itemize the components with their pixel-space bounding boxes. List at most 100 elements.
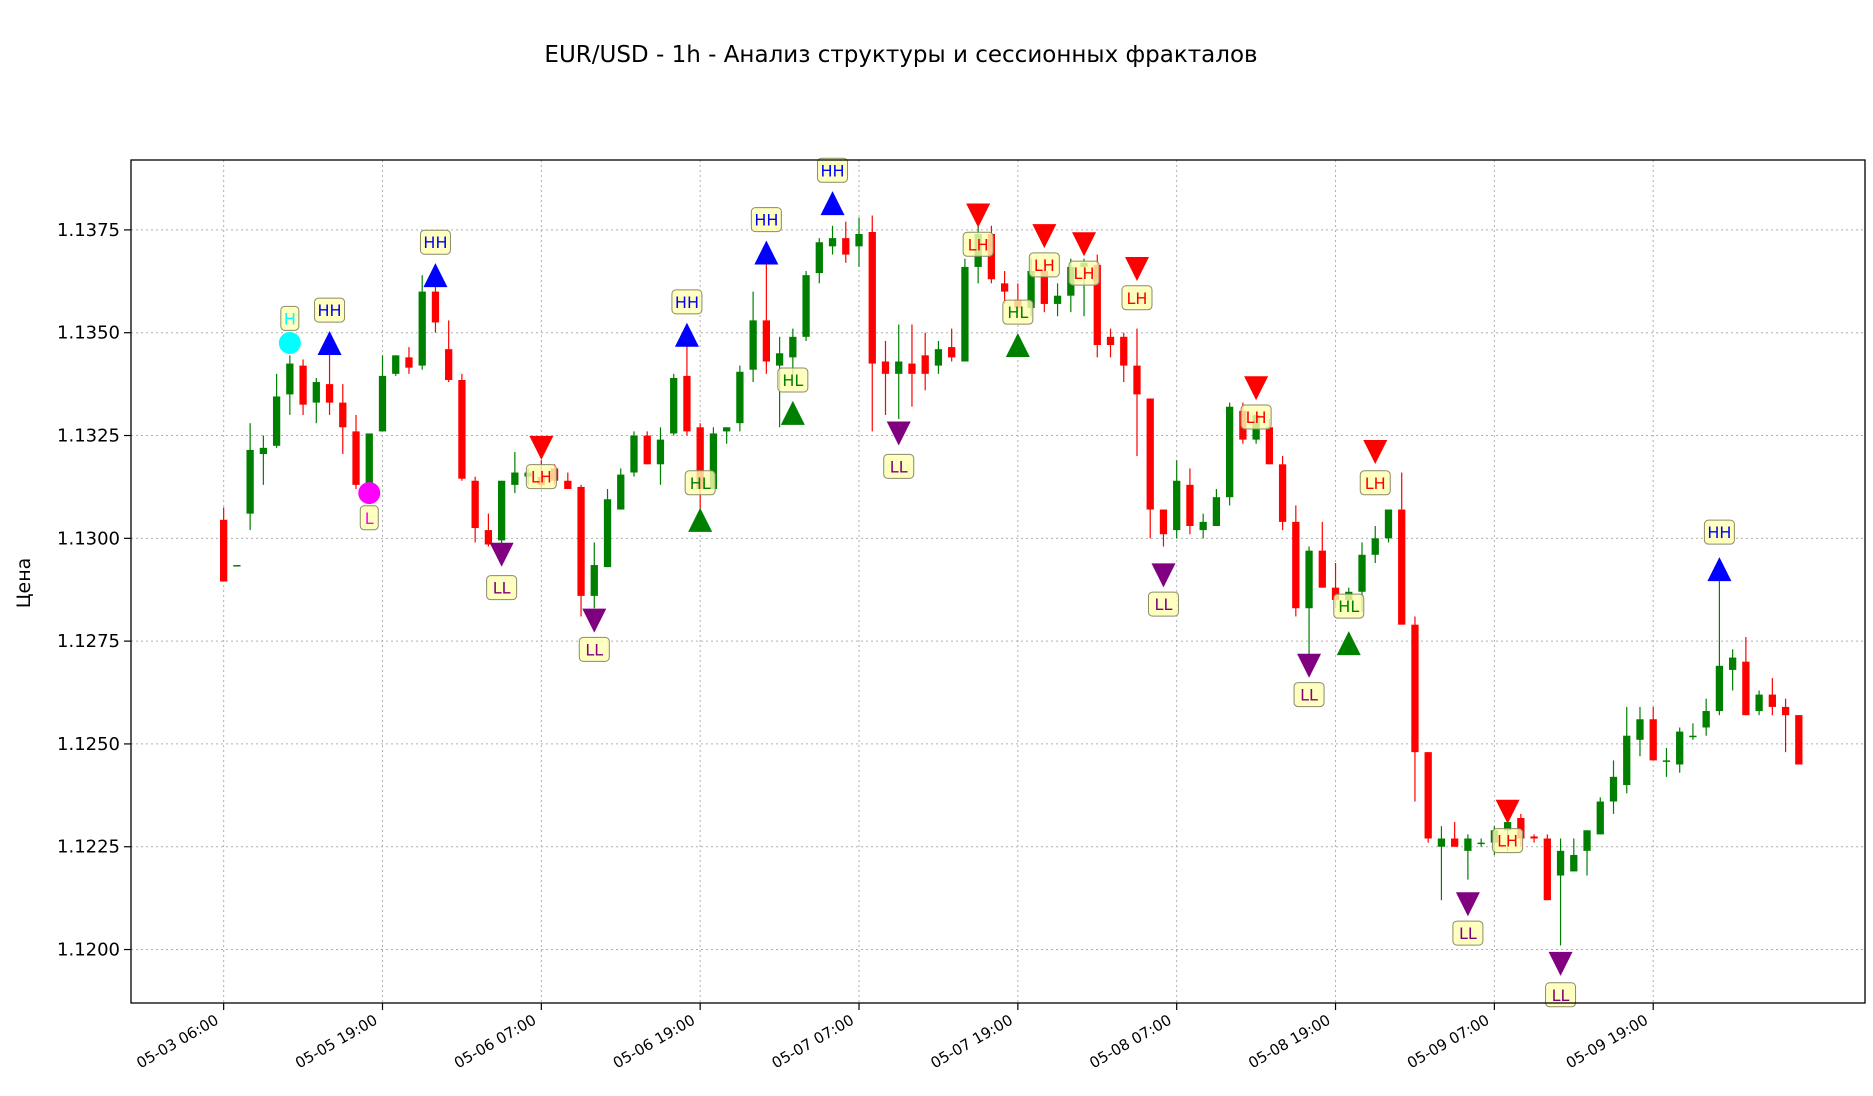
triangle-up-marker <box>688 507 713 532</box>
candle-body-down <box>484 530 493 545</box>
candle-body-up <box>1728 657 1737 670</box>
candle-body-down <box>405 357 413 368</box>
candle-body-down <box>1424 752 1432 839</box>
candle-body-down <box>1040 271 1048 304</box>
triangle-up-marker <box>754 240 779 265</box>
marker-label-box <box>1492 828 1524 854</box>
candle-body-up <box>630 435 638 473</box>
marker-label: LL <box>1552 986 1570 1005</box>
candle-body-up <box>1662 760 1671 762</box>
marker-label-box <box>1452 920 1484 946</box>
candle-body-up <box>1226 406 1234 498</box>
candle-body-up <box>511 472 519 485</box>
candle-body-up <box>1464 838 1472 851</box>
candle-body-up <box>1305 550 1313 609</box>
marker-label: LL <box>1155 595 1173 614</box>
candle-body-up <box>895 361 903 374</box>
candle-body-down <box>1768 694 1776 707</box>
triangle-down-marker <box>529 435 554 460</box>
candle-body-up <box>934 349 943 366</box>
candle-body-up <box>1384 509 1393 539</box>
candle-body-down <box>1133 365 1141 395</box>
candle-body-down <box>220 519 228 582</box>
triangle-up-marker <box>423 263 448 288</box>
marker-label-box <box>1293 682 1325 708</box>
marker-label: LH <box>1246 408 1267 427</box>
marker-label-box <box>777 367 809 393</box>
candle-body-up <box>828 238 837 247</box>
candle-body-down <box>1398 509 1406 625</box>
marker-label: LH <box>1034 256 1055 275</box>
triangle-down-marker <box>1124 256 1149 281</box>
candle-body-up <box>1371 538 1379 555</box>
candle-body-up <box>1477 842 1485 845</box>
candle-body-up <box>590 565 598 596</box>
plot-frame <box>130 159 1866 1004</box>
grid-lines <box>131 160 1865 1003</box>
marker-label-box <box>314 297 346 323</box>
candle-body-up <box>259 447 268 455</box>
candle-body-up <box>1212 497 1221 526</box>
marker-label-box <box>486 575 518 601</box>
candle-body-up <box>418 291 426 366</box>
candle-body-down <box>1795 715 1803 765</box>
candle-body-down <box>458 380 466 479</box>
candle-body-up <box>1609 776 1618 802</box>
candle-body-up <box>656 439 665 465</box>
triangle-down-marker <box>1297 653 1322 678</box>
triangle-up-marker <box>1005 333 1030 358</box>
candle-body-up <box>246 449 254 514</box>
candle-body-down <box>1278 464 1287 522</box>
marker-label-box <box>1240 404 1272 430</box>
y-tick-label: 1.1350 <box>57 323 120 344</box>
candle-body-up <box>312 382 320 403</box>
marker-label: LL <box>890 457 908 476</box>
marker-label-box <box>1703 519 1735 545</box>
triangle-down-marker <box>489 542 514 567</box>
y-tick-label: 1.1225 <box>57 837 120 858</box>
marker-label-box <box>359 505 379 531</box>
marker-label-box <box>578 636 610 662</box>
candle-body-up <box>1583 830 1591 851</box>
marker-label: LH <box>1365 474 1386 493</box>
candle-body-up <box>603 499 612 568</box>
marker-label: HL <box>690 474 711 493</box>
triangle-up-marker <box>820 191 845 216</box>
candle-body-up <box>1358 554 1366 592</box>
triangle-down-marker <box>1548 951 1573 976</box>
candle-body-down <box>1120 336 1128 366</box>
marker-label-box <box>1028 252 1060 278</box>
candle-body-down <box>564 480 572 489</box>
triangle-down-marker <box>1455 892 1480 917</box>
candle-body-up <box>749 320 757 370</box>
candle-body-down <box>1106 336 1115 346</box>
candle-body-up <box>1556 850 1565 876</box>
marker-label-box <box>1545 982 1577 1008</box>
marker-label-box <box>750 207 782 233</box>
candle-body-up <box>1053 295 1062 304</box>
marker-label: LH <box>1074 264 1095 283</box>
candle-body-up <box>1173 480 1181 531</box>
candle-body-up <box>789 336 797 358</box>
candle-body-down <box>1093 264 1101 346</box>
candle-body-down <box>339 402 347 428</box>
y-tick-label: 1.1325 <box>57 426 120 447</box>
candle-body-down <box>431 291 440 323</box>
candle-body-down <box>1331 587 1340 601</box>
marker-label: LL <box>493 579 511 598</box>
triangle-down-marker <box>1032 224 1057 249</box>
fractal-circle-marker <box>278 331 301 354</box>
y-tick-label: 1.1375 <box>57 220 120 241</box>
marker-label-box <box>1121 285 1153 311</box>
triangle-down-marker <box>1495 799 1520 824</box>
candle-body-down <box>1451 838 1459 847</box>
candle-body-up <box>961 266 969 362</box>
candle-body-down <box>1517 817 1525 839</box>
triangle-down-marker <box>1244 376 1269 401</box>
marker-label: HH <box>821 161 845 180</box>
candle-body-down <box>683 375 691 432</box>
marker-label: HH <box>754 211 778 230</box>
candle-body-down <box>471 480 479 529</box>
candle-body-up <box>617 474 625 510</box>
